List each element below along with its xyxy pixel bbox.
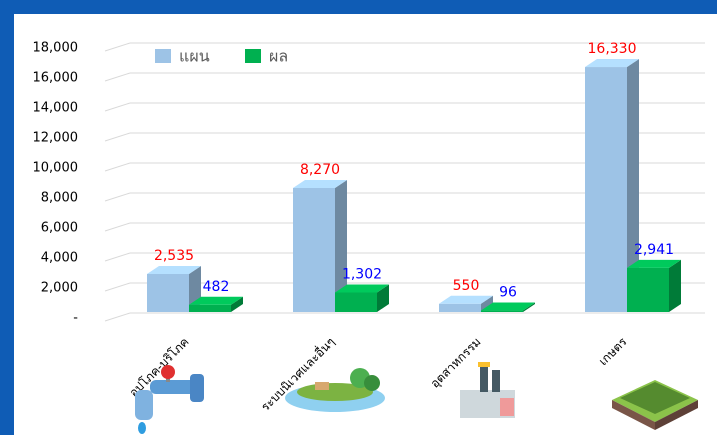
y-tick-label: 12,000 bbox=[33, 131, 79, 146]
bar bbox=[147, 274, 189, 312]
value-label: 2,535 bbox=[154, 248, 194, 264]
chart: - 2,000 4,000 6,000 8,000 10,000 12,000 14,000 1… bbox=[0, 0, 717, 435]
bar bbox=[189, 305, 231, 312]
value-label: 96 bbox=[499, 285, 517, 301]
y-tick-label: 6,000 bbox=[41, 221, 78, 236]
bar bbox=[439, 304, 481, 312]
value-label: 1,302 bbox=[342, 266, 382, 282]
y-tick-label: 18,000 bbox=[33, 41, 79, 56]
value-label: 8,270 bbox=[300, 162, 340, 178]
y-tick-label: 16,000 bbox=[33, 71, 79, 86]
y-tick-label: - bbox=[73, 311, 78, 326]
bar bbox=[585, 67, 627, 312]
page: {"chart_data": {"type": "bar3d", "catego… bbox=[0, 0, 717, 435]
bar bbox=[335, 292, 377, 312]
value-label: 2,941 bbox=[634, 242, 674, 258]
bar bbox=[481, 311, 523, 312]
bar bbox=[293, 188, 335, 312]
y-tick-label: 4,000 bbox=[41, 251, 78, 266]
y-tick-label: 8,000 bbox=[41, 191, 78, 206]
legend-label: ผล bbox=[269, 47, 288, 66]
value-label: 550 bbox=[453, 278, 480, 294]
value-label: 16,330 bbox=[588, 41, 637, 57]
legend-label: แผน bbox=[179, 47, 210, 66]
y-tick-label: 2,000 bbox=[41, 281, 78, 296]
legend-swatch bbox=[245, 49, 261, 63]
bar-side bbox=[669, 260, 681, 312]
y-tick-label: 14,000 bbox=[33, 101, 79, 116]
legend-swatch bbox=[155, 49, 171, 63]
bar bbox=[627, 268, 669, 312]
y-tick-label: 10,000 bbox=[33, 161, 79, 176]
value-label: 482 bbox=[203, 279, 230, 295]
